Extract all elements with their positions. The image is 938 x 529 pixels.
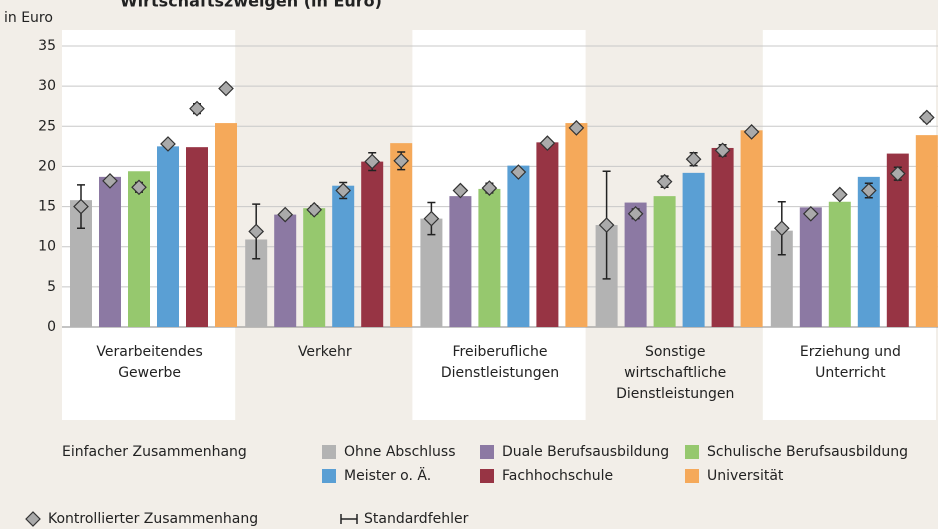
legend-label: Fachhochschule (502, 468, 613, 484)
x-tick-label: Unterricht (815, 365, 886, 381)
x-tick-label: Sonstige (645, 344, 706, 360)
controlled-marker (248, 223, 265, 240)
bar (653, 196, 676, 327)
bar (274, 214, 297, 327)
controlled-marker (918, 109, 935, 126)
controlled-marker (627, 205, 644, 222)
bar (565, 123, 588, 328)
legend-swatch (322, 469, 336, 483)
bar (449, 196, 472, 327)
controlled-marker (306, 201, 323, 218)
bar (740, 130, 763, 327)
bar (536, 142, 559, 327)
controlled-marker (218, 80, 234, 97)
y-tick-label: 20 (38, 158, 56, 174)
x-tick-label: Verarbeitendes (96, 344, 202, 360)
bar (711, 147, 734, 327)
legend-swatch (685, 445, 699, 459)
bar (390, 143, 413, 327)
y-tick-label: 15 (38, 199, 56, 215)
x-tick-label: Gewerbe (118, 365, 181, 381)
controlled-marker (393, 152, 410, 169)
bar (245, 239, 268, 327)
legend-diamond (25, 511, 41, 527)
x-tick-label: Dienstleistungen (441, 365, 559, 381)
y-tick-label: 0 (47, 319, 56, 335)
bar (332, 185, 355, 327)
legend-error: Standardfehler (364, 511, 469, 527)
controlled-marker (714, 142, 731, 159)
bar (420, 218, 443, 327)
y-tick-label: 35 (38, 38, 56, 54)
controlled-marker (423, 210, 440, 227)
bar (507, 165, 530, 327)
controlled-marker (656, 173, 673, 190)
controlled-marker (452, 182, 469, 199)
controlled-marker (860, 182, 877, 199)
controlled-marker (889, 165, 906, 182)
bar (70, 200, 92, 327)
x-tick-label: Freiberufliche (452, 344, 547, 360)
y-axis-label: in Euro (4, 10, 53, 26)
bar (157, 146, 179, 327)
bar (624, 202, 647, 327)
controlled-marker (277, 206, 294, 223)
controlled-marker (773, 220, 790, 237)
controlled-marker (831, 186, 848, 203)
controlled-marker (510, 164, 527, 180)
legend-heading: Einfacher Zusammenhang (62, 444, 247, 460)
bar (361, 161, 384, 327)
controlled-marker (685, 151, 702, 168)
controlled-marker (743, 124, 760, 140)
bar (770, 230, 793, 327)
bar (303, 208, 326, 327)
legend-label: Universität (707, 468, 784, 484)
controlled-marker (73, 198, 89, 215)
bar (99, 176, 121, 327)
chart-title: Wirtschaftszweigen (in Euro) (120, 0, 382, 11)
legend-controlled: Kontrollierter Zusammenhang (48, 511, 258, 527)
x-tick-label: Erziehung und (800, 344, 901, 360)
legend-label: Duale Berufsausbildung (502, 444, 669, 460)
legend-swatch (322, 445, 336, 459)
legend-swatch (685, 469, 699, 483)
bar (915, 135, 938, 327)
x-tick-label: Dienstleistungen (616, 386, 734, 402)
controlled-marker (802, 205, 819, 222)
legend-label: Ohne Abschluss (344, 444, 456, 460)
x-tick-label: wirtschaftliche (624, 365, 726, 381)
legend-swatch (480, 469, 494, 483)
bar (799, 207, 822, 327)
bar (682, 172, 705, 327)
controlled-marker (335, 182, 352, 199)
controlled-marker (102, 173, 118, 189)
y-tick-label: 5 (47, 279, 56, 295)
controlled-marker (481, 180, 498, 196)
legend-swatch (480, 445, 494, 459)
legend-label: Schulische Berufsausbildung (707, 444, 908, 460)
x-tick-label: Verkehr (298, 344, 352, 360)
bar (215, 123, 237, 328)
legend-error-symbol (340, 514, 358, 524)
controlled-marker (160, 136, 176, 152)
controlled-marker (598, 217, 615, 233)
bar (886, 153, 909, 327)
bar (128, 171, 150, 327)
controlled-marker (364, 153, 381, 170)
bar (828, 201, 851, 327)
legend-label: Meister o. Ä. (344, 466, 431, 484)
controlled-marker (539, 135, 556, 151)
y-tick-label: 25 (38, 118, 56, 134)
controlled-marker (131, 179, 147, 196)
bar (857, 176, 880, 327)
bar (478, 188, 501, 327)
controlled-marker (189, 100, 205, 117)
controlled-marker (568, 120, 585, 136)
bar (186, 147, 208, 327)
y-tick-label: 10 (38, 239, 56, 255)
y-tick-label: 30 (38, 78, 56, 94)
